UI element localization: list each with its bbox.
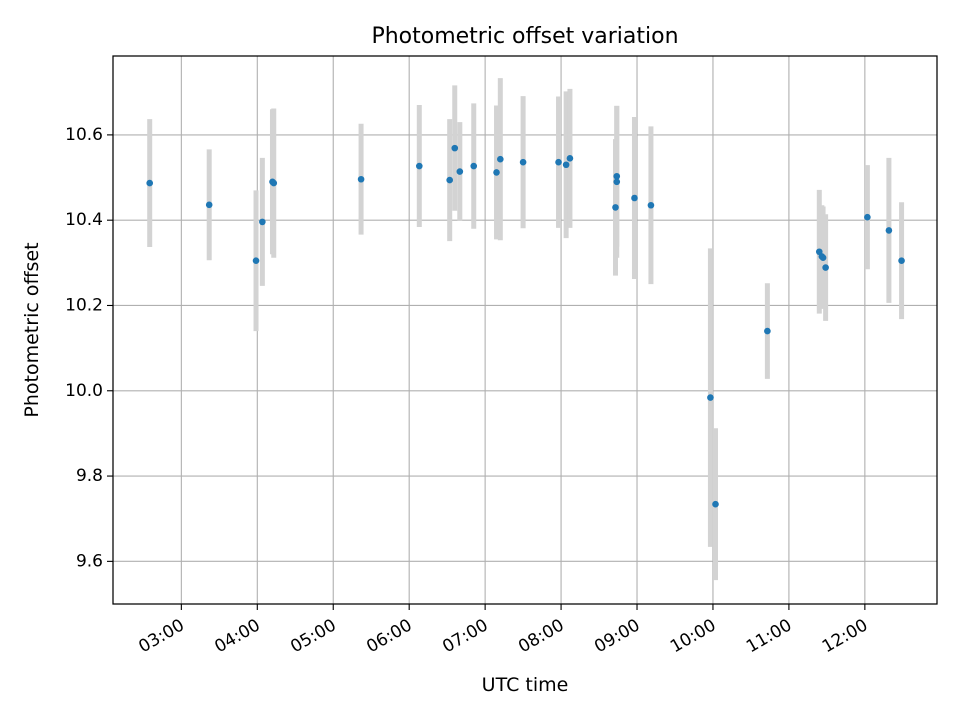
data-point [357,175,365,183]
data-point [613,172,621,180]
data-point [493,169,500,176]
data-point [519,158,527,166]
chart-title: Photometric offset variation [371,24,678,49]
data-point [416,162,423,170]
data-point [259,218,266,226]
data-points [146,144,905,508]
data-point [270,179,278,187]
data-point [497,155,504,163]
data-point [898,257,905,265]
data-point [647,201,655,209]
y-tick-label: 10.4 [65,210,103,230]
data-point [566,155,574,162]
data-point [555,158,562,166]
y-tick-label: 10.0 [65,381,103,401]
y-tick-label: 9.8 [76,466,103,486]
data-point [456,168,464,175]
data-point [764,327,771,335]
data-point [146,179,154,187]
y-tick-label: 9.6 [76,551,103,571]
x-axis-label: UTC time [482,674,569,696]
data-point [864,213,871,221]
y-axis-label: Photometric offset [21,242,43,417]
data-point [252,257,260,265]
data-point [712,500,719,508]
data-point [446,176,453,184]
data-point [613,178,621,186]
data-point [205,201,213,209]
data-point [707,394,714,401]
y-tick-label: 10.6 [65,125,103,145]
data-point [470,162,478,170]
data-point [822,264,829,271]
grid-lines [113,56,937,604]
data-point [819,254,827,262]
y-tick-label: 10.2 [65,295,103,315]
plot-frame [112,55,938,605]
data-point [612,204,619,211]
data-point [562,161,570,169]
data-point [451,144,459,152]
data-point [885,227,893,234]
data-point [631,194,638,202]
